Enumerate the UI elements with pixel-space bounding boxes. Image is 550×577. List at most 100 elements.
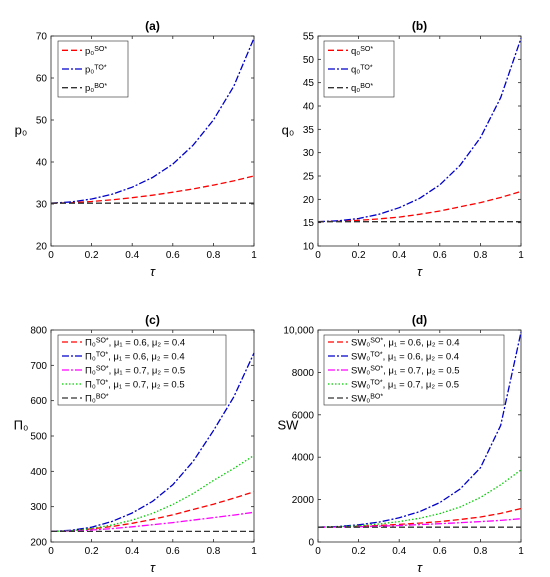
series-line-1 <box>50 352 255 533</box>
x-tick-label: 0.2 <box>352 546 366 557</box>
legend-entry: p₀SO* <box>85 45 107 57</box>
x-axis-label: τ <box>150 560 156 575</box>
legend-entry: SW₀TO*, μ₁ = 0.7, μ₂ = 0.5 <box>351 379 459 391</box>
legend-entry: q₀TO* <box>351 64 373 76</box>
x-tick-label: 0.6 <box>433 250 447 261</box>
y-tick-label: 20 <box>36 242 48 253</box>
legend-entry: SW₀TO*, μ₁ = 0.6, μ₂ = 0.4 <box>351 351 459 363</box>
y-tick-label: 8000 <box>292 368 315 379</box>
y-axis-label: p₀ <box>15 123 28 138</box>
legend-entry: SW₀SO*, μ₁ = 0.6, μ₂ = 0.4 <box>351 337 460 349</box>
y-tick-label: 300 <box>30 502 47 513</box>
x-tick-label: 0 <box>315 546 321 557</box>
series-line-3 <box>317 469 522 528</box>
x-axis-label: τ <box>417 264 423 279</box>
legend-entry: Π₀TO*, μ₁ = 0.7, μ₂ = 0.5 <box>85 379 185 391</box>
legend-entry: Π₀BO* <box>85 393 109 405</box>
y-tick-label: 700 <box>30 361 47 372</box>
y-tick-label: 0 <box>308 538 314 549</box>
y-tick-label: 45 <box>303 78 315 89</box>
legend-entry: p₀BO* <box>85 83 107 95</box>
chart-title: (b) <box>412 19 427 33</box>
y-tick-label: 200 <box>30 538 47 549</box>
x-tick-label: 0.6 <box>166 546 180 557</box>
chart-panel-3: (d) 0 0.2 0.4 0.6 0.8 1 0 2000 4000 6000 8000 10,000… <box>278 313 525 575</box>
legend-box <box>323 40 395 98</box>
y-tick-label: 4000 <box>292 453 315 464</box>
y-tick-label: 50 <box>36 116 48 127</box>
y-tick-label: 30 <box>36 200 48 211</box>
series-line-0 <box>317 190 522 223</box>
x-tick-label: 0.4 <box>125 546 139 557</box>
chart-panel-1: (b) 0 0.2 0.4 0.6 0.8 1 10 15 20 25 30 35 40 45 50 55 τ q₀… <box>282 19 525 279</box>
y-tick-label: 600 <box>30 396 47 407</box>
chart-title: (c) <box>145 313 160 327</box>
x-tick-label: 0 <box>315 250 321 261</box>
x-tick-label: 0 <box>48 546 54 557</box>
y-tick-label: 500 <box>30 432 47 443</box>
x-tick-label: 0.6 <box>166 250 180 261</box>
plot-area <box>50 35 255 247</box>
x-tick-label: 1 <box>251 250 257 261</box>
series-line-0 <box>50 175 255 204</box>
x-tick-label: 0.4 <box>392 250 406 261</box>
y-tick-label: 2000 <box>292 495 315 506</box>
x-tick-label: 1 <box>251 546 257 557</box>
series-line-0 <box>50 491 255 533</box>
y-tick-label: 40 <box>303 102 315 113</box>
legend-box <box>57 334 227 406</box>
x-tick-label: 1 <box>518 250 524 261</box>
x-tick-label: 0.8 <box>206 546 220 557</box>
y-tick-label: 400 <box>30 467 47 478</box>
x-tick-label: 1 <box>518 546 524 557</box>
series-line-2 <box>317 518 522 528</box>
y-tick-label: 800 <box>30 326 47 337</box>
y-tick-label: 20 <box>303 195 315 206</box>
series-line-0 <box>317 507 522 528</box>
y-tick-label: 55 <box>303 32 315 43</box>
legend-entry: q₀SO* <box>351 45 373 57</box>
x-tick-label: 0.8 <box>206 250 220 261</box>
legend-entry: q₀BO* <box>351 83 373 95</box>
legend-entry: SW₀SO*, μ₁ = 0.7, μ₂ = 0.5 <box>351 365 460 377</box>
x-tick-label: 0.2 <box>85 250 99 261</box>
y-tick-label: 35 <box>303 125 315 136</box>
x-tick-label: 0.2 <box>352 250 366 261</box>
chart-title: (d) <box>412 313 427 327</box>
y-tick-label: 6000 <box>292 410 315 421</box>
y-tick-label: 15 <box>303 218 315 229</box>
series-line-1 <box>50 37 255 204</box>
y-tick-label: 30 <box>303 148 315 159</box>
legend-box <box>323 334 505 406</box>
y-tick-label: 10 <box>303 242 315 253</box>
x-tick-label: 0.8 <box>473 546 487 557</box>
series-line-1 <box>317 38 522 223</box>
plot-area <box>317 35 522 247</box>
y-tick-label: 50 <box>303 55 315 66</box>
x-tick-label: 0.2 <box>85 546 99 557</box>
legend-entry: Π₀SO*, μ₁ = 0.6, μ₂ = 0.4 <box>85 337 185 349</box>
y-axis-label: q₀ <box>282 123 295 138</box>
series-line-2 <box>50 511 255 533</box>
chart-panel-0: (a) 0 0.2 0.4 0.6 0.8 1 20 30 40 50 60 70 τ p₀ p₀SO* p₀T… <box>15 19 258 279</box>
y-tick-label: 70 <box>36 32 48 43</box>
legend-entry: p₀TO* <box>85 64 107 76</box>
x-axis-label: τ <box>150 264 156 279</box>
x-tick-label: 0.4 <box>392 546 406 557</box>
chart-title: (a) <box>145 19 160 33</box>
legend-box <box>57 40 129 98</box>
y-axis-label: SW <box>278 418 300 433</box>
legend-entry: Π₀TO*, μ₁ = 0.6, μ₂ = 0.4 <box>85 351 185 363</box>
x-tick-label: 0.4 <box>125 250 139 261</box>
x-tick-label: 0 <box>48 250 54 261</box>
plot-area <box>317 329 522 543</box>
y-tick-label: 25 <box>303 172 315 183</box>
y-axis-label: Π₀ <box>14 418 29 433</box>
x-axis-label: τ <box>417 560 423 575</box>
y-tick-label: 10,000 <box>283 326 314 337</box>
x-tick-label: 0.6 <box>433 546 447 557</box>
y-tick-label: 60 <box>36 74 48 85</box>
y-tick-label: 40 <box>36 158 48 169</box>
x-tick-label: 0.8 <box>473 250 487 261</box>
